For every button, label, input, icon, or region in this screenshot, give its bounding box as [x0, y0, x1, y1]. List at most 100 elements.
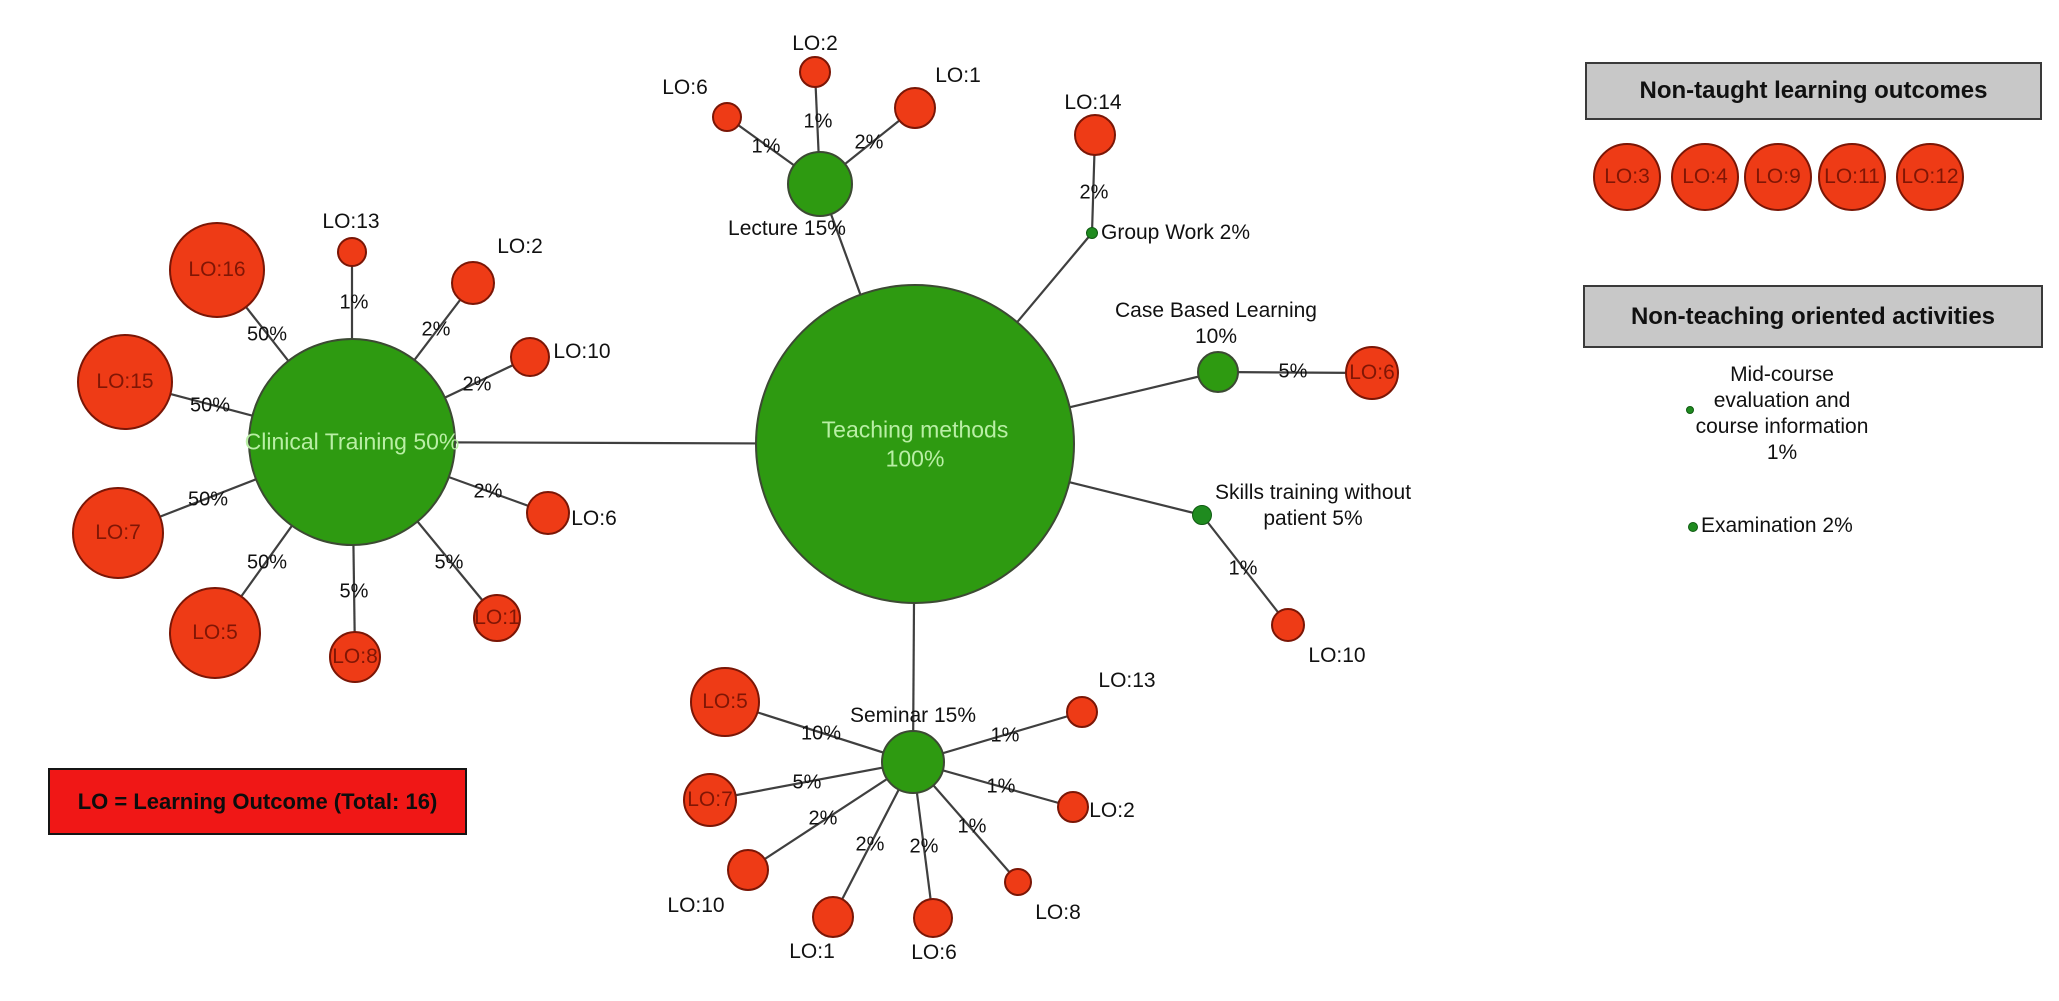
node-s5 [690, 667, 760, 737]
label-c6: LO:6 [571, 506, 617, 530]
node-s1 [812, 896, 854, 938]
node-c8 [329, 631, 381, 683]
non-taught-outcomes-header: Non-taught learning outcomes [1585, 62, 2042, 120]
label-c16: LO:16 [188, 257, 246, 281]
pct-clinical-c15: 50% [189, 394, 231, 417]
node-clinical [248, 338, 456, 546]
node-c7 [72, 487, 164, 579]
node-skills [1192, 505, 1212, 525]
node-lg9 [1744, 143, 1812, 211]
label-c5: LO:5 [192, 620, 238, 644]
label-s7: LO:7 [687, 787, 733, 811]
label-c1: LO:1 [474, 605, 520, 629]
label-s2: LO:2 [1089, 798, 1135, 822]
node-lg3 [1593, 143, 1661, 211]
edge-seminar-s7 [709, 760, 914, 802]
node-s13 [1066, 696, 1098, 728]
node-s10 [727, 849, 769, 891]
label-c7: LO:7 [95, 520, 141, 544]
label-sk10: LO:10 [1308, 643, 1366, 667]
label-le6: LO:6 [662, 75, 708, 99]
node-teaching [755, 284, 1075, 604]
label-s5: LO:5 [702, 689, 748, 713]
edge-skills-sk10 [1201, 514, 1289, 626]
label-lg4: LO:4 [1682, 164, 1728, 188]
pct-lecture-le6: 1% [751, 135, 781, 158]
label-c2: LO:2 [497, 234, 543, 258]
label-groupwork: Group Work 2% [1101, 220, 1250, 244]
label-teaching: Teaching methods 100% [821, 416, 1009, 471]
pct-clinical-c10: 2% [462, 373, 492, 396]
node-lecture [787, 151, 853, 217]
edge-seminar-s10 [747, 761, 914, 871]
lo-abbreviation-note: LO = Learning Outcome (Total: 16) [48, 768, 467, 835]
node-groupwork [1086, 227, 1098, 239]
pct-seminar-s13: 1% [990, 724, 1020, 747]
node-s8 [1004, 868, 1032, 896]
pct-skills-sk10: 1% [1228, 557, 1258, 580]
node-s2 [1057, 791, 1089, 823]
node-c1 [473, 594, 521, 642]
pct-clinical-c8: 5% [339, 580, 369, 603]
label-clinical: Clinical Training 50% [244, 428, 460, 455]
pct-groupwork-g14: 2% [1079, 181, 1109, 204]
pct-clinical-c6: 2% [473, 480, 503, 503]
pct-clinical-c5: 50% [246, 551, 288, 574]
label-casebased: Case Based Learning 10% [1115, 298, 1317, 348]
label-midcourse: Mid-course evaluation and course informa… [1695, 362, 1869, 465]
pct-clinical-c7: 50% [187, 488, 229, 511]
pct-clinical-c16: 50% [246, 323, 288, 346]
label-le1: LO:1 [935, 63, 981, 87]
pct-seminar-s1: 2% [855, 833, 885, 856]
pct-seminar-s8: 1% [957, 815, 987, 838]
node-examination [1688, 522, 1698, 532]
node-lg4 [1671, 143, 1739, 211]
label-lg12: LO:12 [1901, 164, 1959, 188]
node-sk10 [1271, 608, 1305, 642]
node-s6 [913, 898, 953, 938]
node-le1 [894, 87, 936, 129]
node-c15 [77, 334, 173, 430]
node-midcourse [1686, 406, 1694, 414]
pct-seminar-s5: 10% [800, 722, 842, 745]
node-c5 [169, 587, 261, 679]
label-c15: LO:15 [96, 369, 154, 393]
label-lg3: LO:3 [1604, 164, 1650, 188]
node-g14 [1074, 114, 1116, 156]
label-s6: LO:6 [911, 940, 957, 964]
label-s1: LO:1 [789, 939, 835, 963]
non-teaching-activities-header: Non-teaching oriented activities [1583, 285, 2043, 348]
label-s8: LO:8 [1035, 900, 1081, 924]
node-seminar [881, 730, 945, 794]
label-le2: LO:2 [792, 31, 838, 55]
node-c2 [451, 261, 495, 305]
label-lg9: LO:9 [1755, 164, 1801, 188]
label-skills: Skills training without patient 5% [1214, 480, 1412, 530]
label-seminar: Seminar 15% [849, 703, 977, 727]
label-s10: LO:10 [667, 893, 725, 917]
node-cb6 [1345, 346, 1399, 400]
label-examination: Examination 2% [1701, 513, 1853, 537]
label-g14: LO:14 [1064, 90, 1122, 114]
node-c10 [510, 337, 550, 377]
pct-lecture-le2: 1% [803, 110, 833, 133]
pct-seminar-s7: 5% [792, 771, 822, 794]
label-s13: LO:13 [1098, 668, 1156, 692]
pct-clinical-c1: 5% [434, 551, 464, 574]
node-c13 [337, 237, 367, 267]
label-c13: LO:13 [322, 209, 380, 233]
label-lecture: Lecture 15% [728, 216, 846, 240]
label-c10: LO:10 [553, 339, 611, 363]
node-le6 [712, 102, 742, 132]
pct-clinical-c13: 1% [339, 291, 369, 314]
pct-seminar-s6: 2% [909, 835, 939, 858]
pct-casebased-cb6: 5% [1278, 360, 1308, 383]
node-casebased [1197, 351, 1239, 393]
node-lg11 [1818, 143, 1886, 211]
label-cb6: LO:6 [1349, 360, 1395, 384]
node-c16 [169, 222, 265, 318]
node-lg12 [1896, 143, 1964, 211]
pct-lecture-le1: 2% [854, 131, 884, 154]
node-c6 [526, 491, 570, 535]
